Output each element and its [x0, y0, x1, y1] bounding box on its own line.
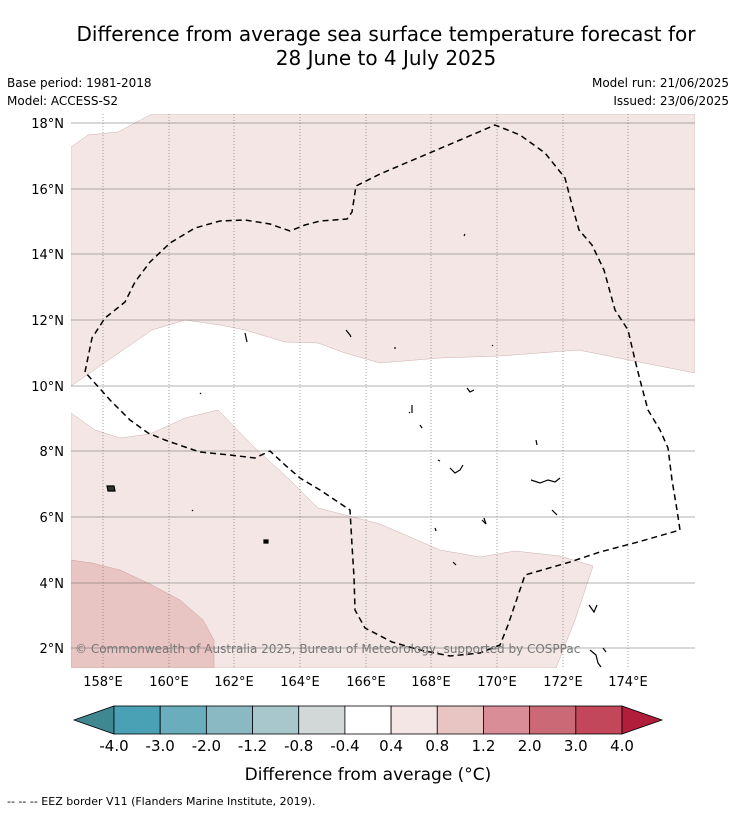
colorbar-tick-label: -4.0 [99, 737, 128, 755]
lon-label: 174°E [608, 675, 648, 690]
eez-footnote: -- -- -- EEZ border V11 (Flanders Marine… [7, 795, 316, 808]
lat-label: 6°N [40, 511, 65, 526]
colorbar-segment [436, 705, 484, 735]
colorbar-segment [575, 705, 623, 735]
colorbar-segment [483, 705, 531, 735]
colorbar-tick-label: 1.2 [472, 737, 496, 755]
eez-border [84, 124, 681, 657]
colorbar-segment [159, 705, 207, 735]
lon-label: 160°E [149, 675, 189, 690]
lat-label: 8°N [40, 445, 65, 460]
lon-label: 166°E [346, 675, 386, 690]
colorbar-tick-label: -0.8 [284, 737, 313, 755]
islands [106, 233, 607, 668]
colorbar-tick-label: -0.4 [330, 737, 359, 755]
lat-label: 18°N [31, 117, 64, 132]
colorbar-segment [344, 705, 392, 735]
lon-label: 158°E [83, 675, 123, 690]
colorbar-segment [252, 705, 300, 735]
longitude-gridlines [102, 114, 629, 668]
lat-label: 2°N [40, 642, 65, 657]
lon-label: 170°E [477, 675, 517, 690]
colorbar-tick-label: -2.0 [192, 737, 221, 755]
longitude-labels: 158°E 160°E 162°E 164°E 166°E 168°E 170°… [83, 675, 648, 690]
lat-label: 10°N [31, 380, 64, 395]
lat-label: 14°N [31, 248, 64, 263]
model-run: Model run: 21/06/2025 [591, 76, 729, 90]
colorbar-tick-label: -1.2 [238, 737, 267, 755]
title-line-1: Difference from average sea surface temp… [76, 22, 696, 46]
lon-label: 162°E [214, 675, 254, 690]
model-name: Model: ACCESS-S2 [7, 94, 119, 108]
issued-date: Issued: 23/06/2025 [613, 94, 729, 108]
colorbar-segment [529, 705, 577, 735]
colorbar-tick-label: 0.8 [425, 737, 449, 755]
anomaly-region-south [71, 409, 594, 668]
map-area: © Commonwealth of Australia 2025, Bureau… [71, 114, 695, 668]
lat-label: 4°N [40, 577, 65, 592]
latitude-labels: 18°N 16°N 14°N 12°N 10°N 8°N 6°N 4°N 2°N [31, 117, 64, 657]
lon-label: 172°E [543, 675, 583, 690]
lon-label: 168°E [411, 675, 451, 690]
lat-label: 12°N [31, 314, 64, 329]
colorbar-segment [205, 705, 253, 735]
colorbar-segment [298, 705, 346, 735]
meta-right: Model run: 21/06/2025 Issued: 23/06/2025 [592, 74, 729, 110]
colorbar-segment [390, 705, 438, 735]
base-period: Base period: 1981-2018 [7, 76, 152, 90]
colorbar-tick-labels: -4.0 -3.0 -2.0 -1.2 -0.8 -0.4 0.4 0.8 1.2 2.0 3.0 4… [99, 737, 634, 755]
colorbar-tick-label: 2.0 [518, 737, 542, 755]
colorbar-segment [113, 705, 161, 735]
colorbar-tick-label: -3.0 [146, 737, 175, 755]
lon-label: 164°E [280, 675, 320, 690]
title-line-2: 28 June to 4 July 2025 [275, 46, 497, 70]
colorbar-tick-label: 3.0 [564, 737, 588, 755]
map-figure: © Commonwealth of Australia 2025, Bureau… [31, 114, 695, 785]
map-copyright: © Commonwealth of Australia 2025, Bureau… [75, 642, 580, 656]
colorbar-tick-label: 0.4 [379, 737, 403, 755]
meta-left: Base period: 1981-2018 Model: ACCESS-S2 [7, 74, 152, 110]
colorbar [72, 705, 664, 735]
lat-label: 16°N [31, 183, 64, 198]
colorbar-label: Difference from average (°C) [245, 765, 492, 785]
chart-title: Difference from average sea surface temp… [0, 22, 736, 70]
anomaly-region-southwest [71, 559, 215, 668]
colorbar-tick-label: 4.0 [610, 737, 634, 755]
latitude-gridlines [71, 122, 695, 649]
colorbar-extend-high [621, 705, 664, 735]
colorbar-extend-low [72, 705, 115, 735]
